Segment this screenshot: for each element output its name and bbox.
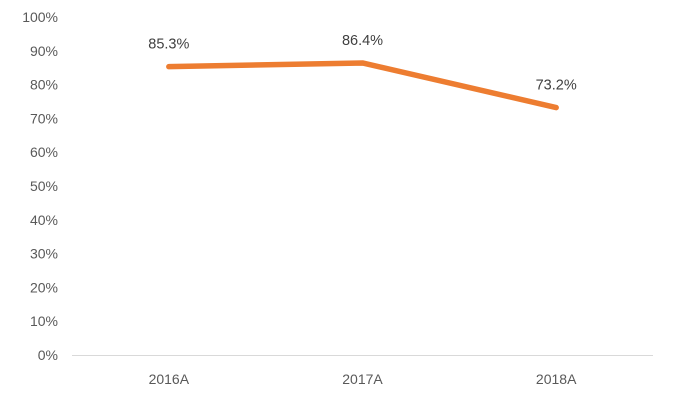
y-tick-label: 50% [30,178,58,194]
y-tick-label: 30% [30,246,58,262]
y-tick-label: 10% [30,313,58,329]
data-label: 86.4% [342,33,383,49]
y-tick-label: 80% [30,77,58,93]
y-tick-label: 20% [30,279,58,295]
y-tick-label: 60% [30,144,58,160]
data-label: 85.3% [148,37,189,53]
y-tick-label: 90% [30,43,58,59]
x-axis-tick-labels: 2016A 2017A 2018A [149,371,577,387]
x-axis-label: 2018A [536,371,577,387]
x-axis-label: 2017A [342,371,383,387]
y-tick-label: 70% [30,110,58,126]
y-axis-tick-labels: 0% 10% 20% 30% 40% 50% 60% 70% 80% 90% 100% [22,9,58,363]
data-label: 73.2% [536,78,577,94]
y-tick-label: 0% [38,347,58,363]
y-tick-label: 100% [22,9,58,25]
series-line [166,60,559,111]
x-axis-label: 2016A [149,371,190,387]
data-labels: 85.3% 86.4% 73.2% [148,33,577,94]
y-tick-label: 40% [30,212,58,228]
